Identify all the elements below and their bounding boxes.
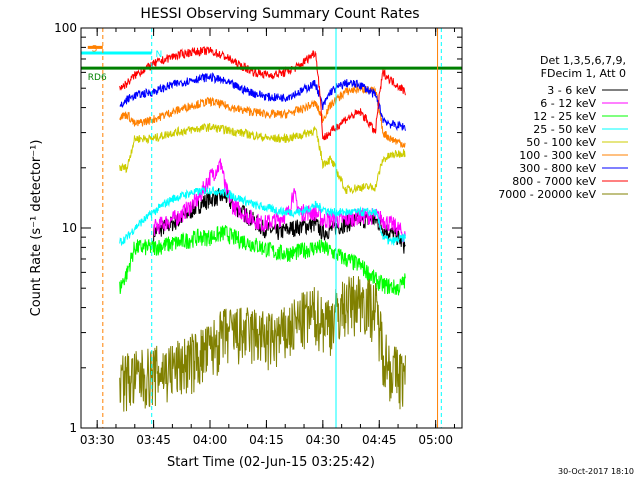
series-line-8 xyxy=(119,275,406,412)
series-line-4 xyxy=(119,122,406,195)
legend-label: 3 - 6 keV xyxy=(547,84,596,97)
legend-label: 300 - 800 keV xyxy=(519,162,596,175)
legend-label: 25 - 50 keV xyxy=(533,123,596,136)
x-axis: 03:30 03:45 04:00 04:15 04:30 04:45 05:00 xyxy=(80,28,455,447)
series-line-5 xyxy=(119,83,406,149)
legend-header: FDecim 1, Att 0 xyxy=(541,67,626,80)
legend: Det 1,3,5,6,7,9,FDecim 1, Att 0 3 - 6 keV… xyxy=(498,54,628,201)
legend-label: 7000 - 20000 keV xyxy=(498,188,596,201)
flag-label-n: N xyxy=(155,50,162,60)
series-line-7 xyxy=(119,46,406,141)
x-tick-label: 04:30 xyxy=(306,433,341,447)
legend-label: 12 - 25 keV xyxy=(533,110,596,123)
legend-label: 6 - 12 keV xyxy=(540,97,596,110)
y-tick-label: 10 xyxy=(62,221,77,235)
series-line-6 xyxy=(119,72,406,132)
chart-title: HESSI Observing Summary Count Rates xyxy=(140,6,419,22)
x-axis-label: Start Time (02-Jun-15 03:25:42) xyxy=(167,455,375,470)
x-tick-label: 04:45 xyxy=(362,433,397,447)
flag-label-rd6: RD6 xyxy=(88,73,107,83)
legend-label: 100 - 300 keV xyxy=(519,149,596,162)
flag-label-s: S xyxy=(92,44,98,54)
y-tick-label: 100 xyxy=(54,21,77,35)
generated-timestamp: 30-Oct-2017 18:10 xyxy=(558,467,634,476)
legend-header: Det 1,3,5,6,7,9, xyxy=(540,54,626,67)
y-axis: 1 10 100 xyxy=(54,21,462,435)
x-tick-label: 03:30 xyxy=(80,433,115,447)
legend-label: 50 - 100 keV xyxy=(526,136,596,149)
series-line-2 xyxy=(119,225,406,296)
x-tick-label: 04:00 xyxy=(193,433,228,447)
x-tick-label: 03:45 xyxy=(136,433,171,447)
y-axis-label: Count Rate (s⁻¹ detector⁻¹) xyxy=(29,140,44,317)
series-line-1 xyxy=(153,158,406,243)
x-tick-label: 05:00 xyxy=(418,433,453,447)
series-layer xyxy=(119,46,406,412)
series-line-3 xyxy=(119,186,406,247)
flag-layer: S N RD6 xyxy=(81,28,462,428)
y-tick-label: 1 xyxy=(69,421,77,435)
legend-label: 800 - 7000 keV xyxy=(512,175,596,188)
x-tick-label: 04:15 xyxy=(249,433,284,447)
